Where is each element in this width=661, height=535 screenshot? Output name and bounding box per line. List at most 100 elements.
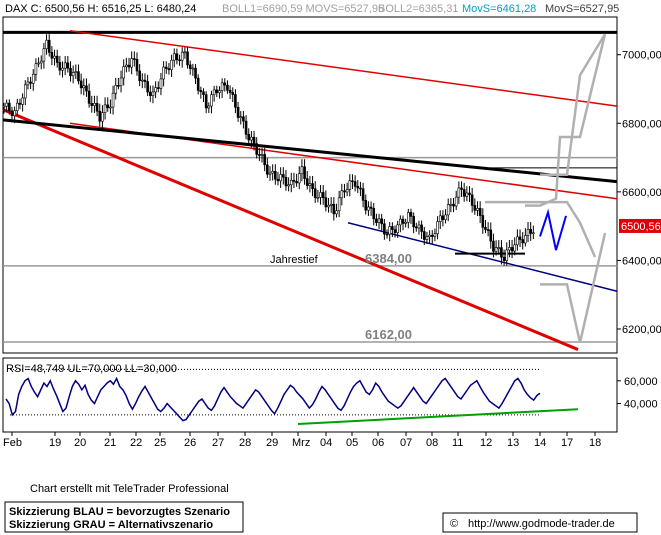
candle-body: [141, 79, 144, 82]
candle-body: [122, 66, 125, 79]
candle-body: [300, 166, 304, 175]
level-6162-label: 6162,00: [365, 327, 412, 342]
candle-body: [484, 226, 487, 230]
candle-body: [220, 82, 224, 91]
candle-body: [26, 81, 30, 86]
candle-body: [90, 103, 94, 106]
candle-body: [377, 218, 381, 223]
candle-body: [372, 208, 376, 220]
candle-body: [228, 90, 232, 93]
candle-body: [266, 164, 269, 175]
x-tick-label: 27: [212, 437, 224, 449]
header-boll2: BOLL2=6365,31: [378, 3, 458, 15]
rsi-line: [5, 376, 541, 422]
candle-body: [8, 102, 11, 112]
x-tick-label: 07: [400, 437, 412, 449]
candle-body: [143, 79, 147, 82]
header-boll1: BOLL1=6690,59 MOVS=6527,95: [222, 3, 384, 15]
candle-body: [202, 91, 205, 95]
candle-body: [87, 90, 91, 104]
candle-body: [42, 48, 46, 62]
candle-body: [2, 105, 6, 108]
candle-body: [276, 178, 280, 182]
x-tick-label: 06: [372, 437, 384, 449]
rsi-layer: [5, 368, 579, 426]
level-6384-label: 6384,00: [365, 251, 412, 266]
candle-body: [61, 67, 64, 71]
candle-body: [329, 203, 333, 206]
candle-body: [505, 249, 509, 261]
black-trendline: [2, 118, 618, 184]
candle-body: [311, 183, 314, 189]
candle-body: [23, 84, 27, 99]
candle-body: [252, 136, 256, 144]
candle-body: [502, 256, 506, 261]
candle-body: [391, 226, 394, 230]
candle-body: [454, 196, 458, 207]
candle-body: [481, 215, 485, 228]
candle-body: [524, 235, 527, 244]
candle-body: [172, 53, 176, 61]
candle-body: [53, 55, 56, 59]
candle-body: [204, 94, 208, 109]
candle-body: [15, 102, 19, 111]
x-tick-label: 29: [266, 437, 278, 449]
candle-body: [348, 180, 352, 190]
candle-body: [438, 215, 442, 222]
candle-body: [327, 205, 330, 208]
candle-body: [446, 204, 450, 216]
y-tick-label: 6800,00: [622, 118, 661, 130]
x-tick-label: 21: [104, 437, 116, 449]
candle-body: [5, 102, 8, 107]
candle-body: [494, 247, 498, 252]
gray-scenario-path-3: [540, 232, 607, 343]
candle-body: [343, 190, 346, 193]
gray-scenario-path-1: [540, 33, 607, 176]
candle-body: [414, 226, 418, 229]
candle-body: [255, 143, 258, 155]
candle-body: [375, 218, 378, 223]
rsi-green-trend: [297, 408, 579, 426]
y-tick-label: 7000,00: [622, 50, 661, 62]
candle-body: [180, 51, 184, 61]
candle-body: [260, 154, 264, 156]
x-axis: Feb 19 20 21 22 25 26 27 28 29 Mrz 04 05 06 07 08 11 12 13…: [3, 432, 601, 449]
candle-body: [63, 62, 67, 69]
x-tick-label: 19: [49, 437, 61, 449]
candle-body: [513, 244, 517, 252]
candle-body: [284, 176, 288, 187]
gray-scenario-upper: [525, 33, 607, 207]
candle-body: [95, 103, 99, 112]
candle-body: [396, 224, 399, 233]
candle-body: [425, 236, 429, 240]
legend-blue: Skizzierung BLAU = bevorzugtes Szenario: [9, 506, 230, 518]
candle-body: [289, 179, 293, 186]
candle-body: [109, 106, 112, 109]
candle-body: [66, 62, 70, 69]
last-price-tag: [619, 218, 661, 233]
candle-body: [226, 84, 229, 91]
candle-body: [430, 234, 434, 237]
candle-body: [133, 58, 136, 60]
x-tick-label: 12: [480, 437, 492, 449]
website-link[interactable]: http://www.godmode-trader.de: [468, 518, 615, 530]
candle-body: [188, 64, 192, 69]
x-tick-label: 04: [320, 437, 332, 449]
candle-body: [420, 224, 423, 232]
candle-body: [236, 107, 240, 118]
candle-body: [460, 187, 463, 190]
candle-body: [321, 192, 325, 199]
candle-body: [149, 91, 152, 96]
candle-body: [223, 82, 227, 86]
x-tick-label: 25: [154, 437, 166, 449]
y-tick-label: 6400,00: [622, 255, 661, 267]
x-tick-label: Feb: [3, 437, 22, 449]
candle-body: [37, 62, 40, 65]
candle-body: [164, 66, 168, 69]
candle-body: [106, 104, 110, 108]
candle-body: [242, 116, 245, 122]
x-tick-label: 18: [589, 437, 601, 449]
candle-body: [162, 66, 165, 80]
x-tick-label: 17: [561, 437, 573, 449]
candle-body: [146, 81, 149, 93]
